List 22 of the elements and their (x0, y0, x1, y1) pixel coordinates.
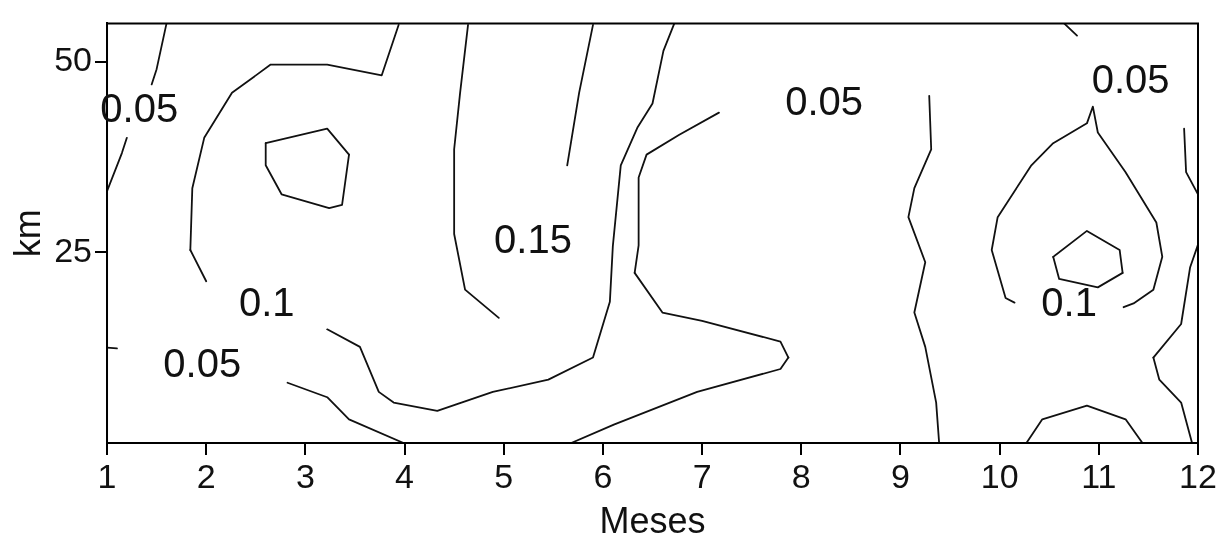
x-tick-label: 5 (494, 456, 514, 495)
series-label: 0.1 (238, 280, 295, 325)
x-tick-label: 3 (295, 456, 315, 495)
x-tick-label: 4 (395, 456, 415, 495)
x-tick-label: 2 (196, 456, 216, 495)
x-tick-label: 12 (1179, 456, 1217, 495)
series-label: 0.05 (163, 340, 242, 385)
x-axis-title: Meses (599, 500, 706, 542)
x-tick-label: 11 (1081, 456, 1117, 495)
x-tick-label: 6 (593, 456, 613, 495)
x-tick-label: 1 (97, 456, 117, 495)
series-label: 0.1 (1041, 279, 1097, 324)
y-tick-label: 50 (54, 39, 93, 78)
x-tick-label: 7 (692, 456, 712, 495)
series-label: 0.15 (494, 216, 572, 261)
x-tick-label: 9 (891, 456, 910, 495)
x-tick-label: 8 (791, 456, 811, 495)
x-tick-label: 10 (980, 456, 1019, 495)
y-axis-title: km (6, 209, 48, 258)
series-label: 0.05 (1091, 57, 1170, 102)
series-label: 0.05 (785, 79, 864, 124)
y-tick-label: 25 (54, 230, 93, 269)
